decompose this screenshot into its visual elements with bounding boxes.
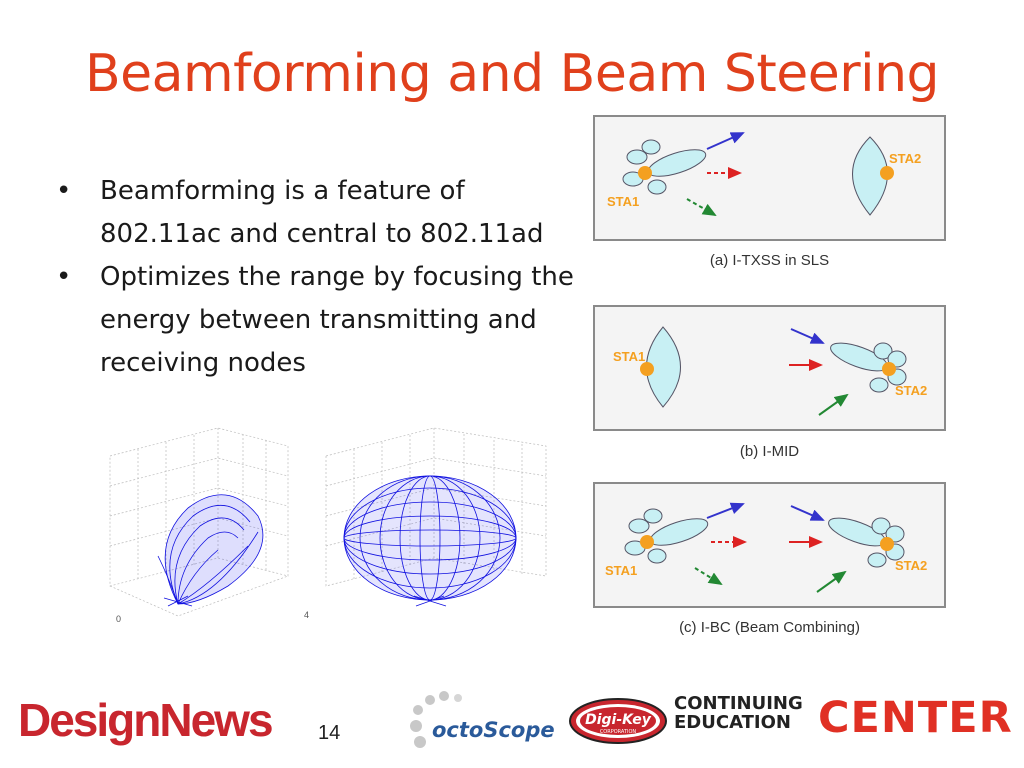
- designnews-logo-design: Design: [18, 694, 161, 746]
- sta2-label: STA2: [895, 383, 927, 398]
- sta2-label: STA2: [889, 151, 921, 166]
- blue-arrow-icon: [706, 502, 745, 519]
- blue-arrow-icon: [706, 132, 745, 150]
- octoscope-dots-icon: [410, 691, 462, 748]
- bullet-list: • Beamforming is a feature of 802.11ac a…: [56, 170, 576, 385]
- sta2-node-icon: [880, 166, 894, 180]
- green-arrow-icon: [694, 567, 723, 586]
- diagram-panel-a: STA1 STA2: [593, 115, 946, 241]
- cec-logo-text: CONTINUING EDUCATION: [674, 694, 803, 732]
- bullet-dot-icon: •: [56, 262, 72, 292]
- bullet-text: Beamforming is a feature of 802.11ac and…: [100, 176, 544, 249]
- flower-pattern-icon: [622, 139, 707, 195]
- omni-pattern-icon: [646, 326, 681, 408]
- sta1-label: STA1: [613, 349, 645, 364]
- digikey-wordmark: Digi-Key: [585, 712, 652, 728]
- cec-line2: EDUCATION: [674, 712, 791, 733]
- sta2-node-icon: [882, 362, 896, 376]
- digikey-logo: Digi-Key CORPORATION: [568, 696, 668, 753]
- page-number: 14: [318, 722, 341, 744]
- octoscope-wordmark: octoScope: [432, 718, 555, 742]
- plot-tick-right: 4: [304, 610, 309, 620]
- bullet-dot-icon: •: [56, 176, 72, 206]
- grid-box-right: [325, 427, 547, 587]
- sta1-node-icon: [640, 362, 654, 376]
- beam-pattern-plots-drawing: 0 4: [109, 427, 547, 624]
- flower-pattern-icon: [828, 517, 905, 568]
- digikey-sub: CORPORATION: [600, 729, 637, 735]
- diagram-c-drawing: STA1 STA2: [605, 502, 927, 593]
- omni-beam-icon: [343, 475, 517, 607]
- diagram-caption-b: (b) I-MID: [739, 443, 800, 460]
- diagram-caption-c: (c) I-BC (Beam Combining): [679, 619, 860, 636]
- green-arrow-icon: [686, 198, 717, 216]
- cec-line1: CONTINUING: [674, 693, 803, 714]
- designnews-logo: DesignNews: [18, 693, 274, 747]
- sta1-label: STA1: [607, 194, 639, 209]
- sta1-node-icon: [640, 535, 654, 549]
- diagram-caption-a: (a) I-TXSS in SLS: [709, 252, 830, 269]
- octoscope-logo: [408, 690, 478, 757]
- bullet-item: • Optimizes the range by focusing the en…: [56, 256, 576, 385]
- sta1-label: STA1: [605, 563, 637, 578]
- blue-arrow-icon: [790, 328, 825, 344]
- sta2-node-icon: [880, 537, 894, 551]
- digikey-badge-icon: Digi-Key CORPORATION: [569, 698, 667, 744]
- diagram-a-drawing: STA1 STA2: [607, 132, 921, 216]
- diagram-panel-c: STA1 STA2: [593, 482, 946, 608]
- blue-arrow-icon: [790, 505, 825, 521]
- green-arrow-icon: [816, 570, 847, 593]
- grid-box-left: [109, 427, 289, 617]
- directional-beam-icon: [157, 494, 264, 607]
- sta1-node-icon: [638, 166, 652, 180]
- cec-center-wordmark: CENTER: [818, 693, 1013, 743]
- green-arrow-icon: [818, 393, 849, 416]
- plot-tick-left: 0: [116, 614, 121, 624]
- sta2-label: STA2: [895, 558, 927, 573]
- bullet-text: Optimizes the range by focusing the ener…: [100, 262, 574, 378]
- bullet-item: • Beamforming is a feature of 802.11ac a…: [56, 170, 576, 256]
- beam-pattern-plots: 0 4: [108, 426, 548, 631]
- omni-pattern-icon: [852, 136, 888, 216]
- diagram-b-drawing: STA1 STA2: [613, 326, 927, 416]
- flower-pattern-icon: [624, 508, 709, 564]
- diagram-panel-b: STA1 STA2: [593, 305, 946, 431]
- designnews-logo-news: News: [159, 694, 273, 746]
- slide-title: Beamforming and Beam Steering: [84, 44, 940, 104]
